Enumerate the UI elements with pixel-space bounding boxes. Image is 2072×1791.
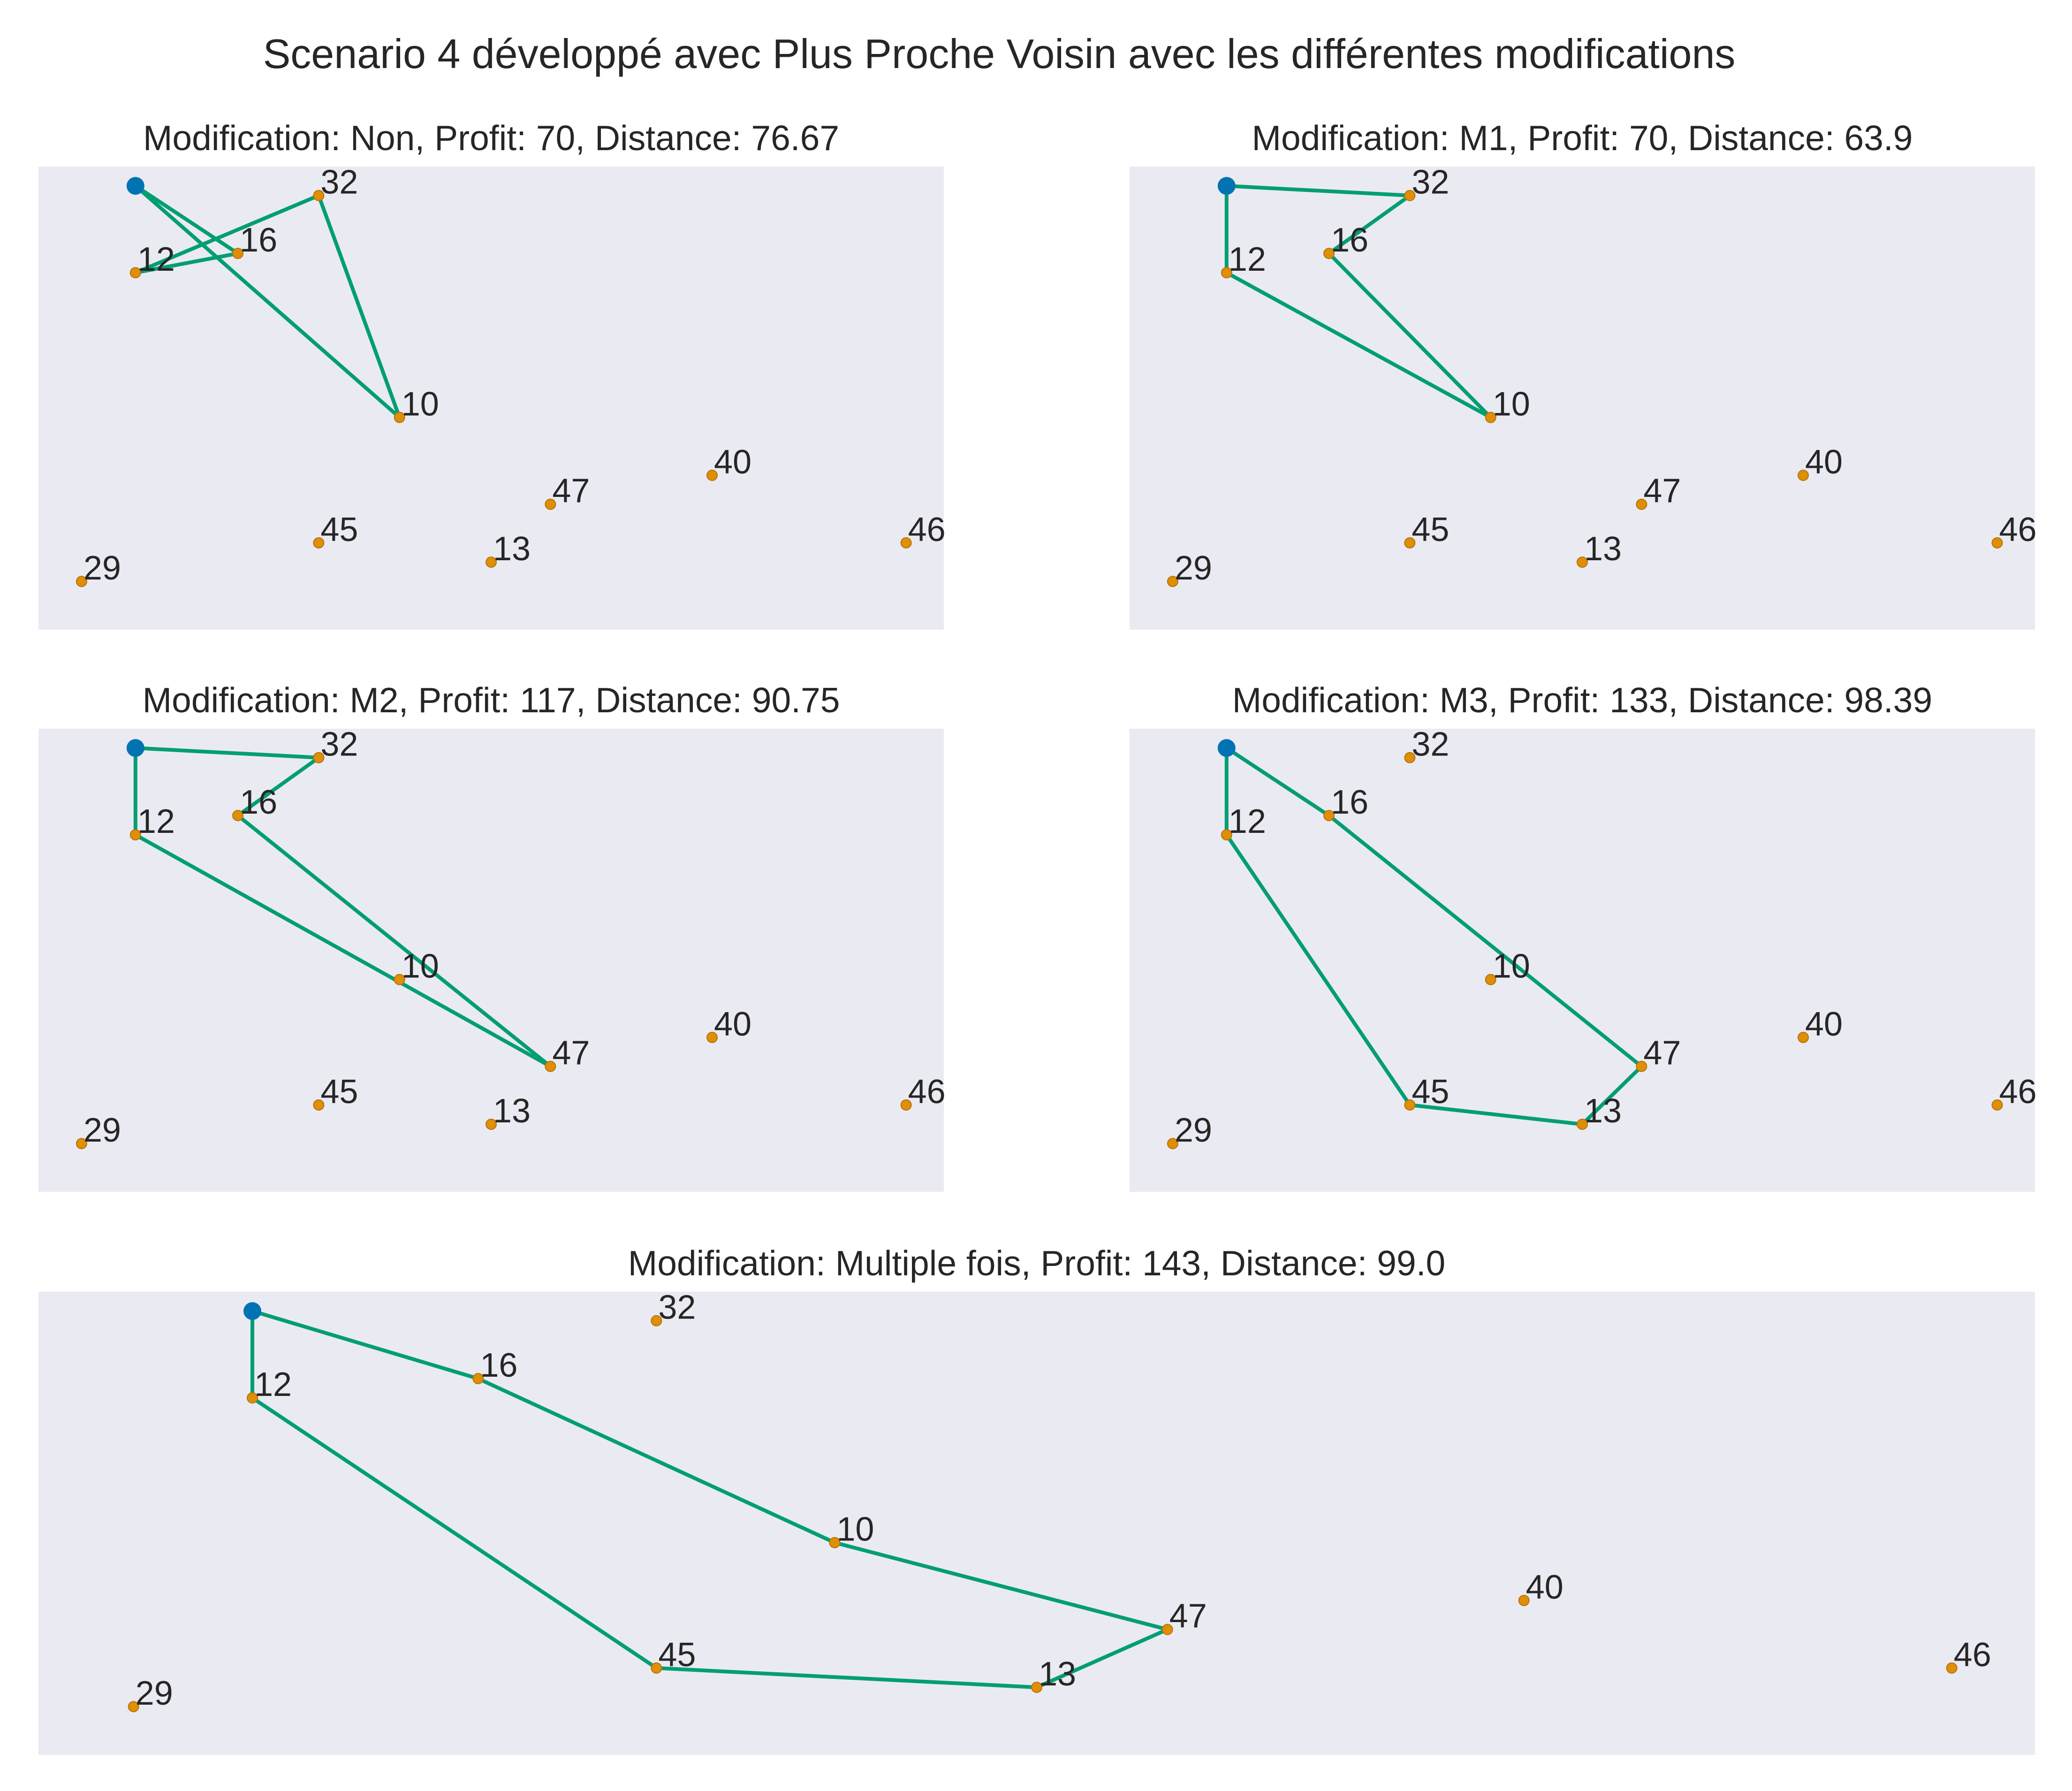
client-label-47: 47 (1643, 1035, 1681, 1072)
panel-title: Modification: Multiple fois, Profit: 143… (628, 1243, 1446, 1283)
client-label-29: 29 (1175, 1112, 1212, 1149)
client-label-10: 10 (836, 1511, 874, 1548)
client-label-13: 13 (493, 1092, 531, 1130)
depot-point (1218, 739, 1236, 757)
client-label-46: 46 (908, 1073, 946, 1111)
panel-3: Modification: M2, Profit: 117, Distance:… (38, 680, 946, 1192)
client-label-10: 10 (1493, 386, 1530, 423)
client-label-32: 32 (320, 726, 358, 763)
client-label-47: 47 (552, 1035, 590, 1072)
client-label-47: 47 (1169, 1598, 1207, 1635)
client-label-45: 45 (320, 1073, 358, 1111)
depot-point (243, 1302, 261, 1320)
client-label-46: 46 (1999, 1073, 2037, 1111)
client-label-13: 13 (1039, 1655, 1076, 1693)
client-label-12: 12 (1229, 803, 1266, 840)
client-label-47: 47 (1643, 473, 1681, 510)
depot-point (1218, 177, 1236, 195)
client-label-13: 13 (1584, 1092, 1622, 1130)
client-label-16: 16 (240, 221, 277, 259)
client-label-29: 29 (1175, 549, 1212, 587)
client-label-29: 29 (83, 1112, 121, 1149)
client-label-40: 40 (1805, 443, 1843, 481)
client-label-40: 40 (714, 443, 751, 481)
client-label-10: 10 (1493, 948, 1530, 985)
client-label-13: 13 (493, 530, 531, 568)
client-label-12: 12 (1229, 241, 1266, 278)
panel-2: Modification: M1, Profit: 70, Distance: … (1130, 118, 2037, 630)
client-label-45: 45 (1412, 511, 1449, 549)
client-label-32: 32 (320, 164, 358, 201)
client-label-46: 46 (1954, 1636, 1991, 1674)
panel-title: Modification: M1, Profit: 70, Distance: … (1252, 118, 1913, 158)
client-label-12: 12 (137, 803, 175, 840)
client-label-40: 40 (714, 1006, 751, 1043)
client-label-45: 45 (658, 1636, 696, 1674)
client-label-12: 12 (137, 241, 175, 278)
client-label-12: 12 (254, 1366, 292, 1403)
figure-title: Scenario 4 développé avec Plus Proche Vo… (263, 30, 1736, 77)
client-label-40: 40 (1805, 1006, 1843, 1043)
client-label-40: 40 (1526, 1569, 1563, 1606)
panel-title: Modification: Non, Profit: 70, Distance:… (143, 118, 839, 158)
client-label-16: 16 (1331, 784, 1368, 821)
client-label-45: 45 (320, 511, 358, 549)
client-label-16: 16 (240, 784, 277, 821)
client-label-32: 32 (1412, 164, 1449, 201)
depot-point (127, 177, 144, 195)
client-label-16: 16 (1331, 221, 1368, 259)
client-label-10: 10 (402, 948, 439, 985)
client-label-47: 47 (552, 473, 590, 510)
panel-title: Modification: M3, Profit: 133, Distance:… (1232, 680, 1932, 720)
client-label-32: 32 (1412, 726, 1449, 763)
client-label-16: 16 (480, 1347, 517, 1384)
panel-1: Modification: Non, Profit: 70, Distance:… (38, 118, 946, 630)
client-label-46: 46 (1999, 511, 2037, 549)
client-label-13: 13 (1584, 530, 1622, 568)
client-label-46: 46 (908, 511, 946, 549)
client-label-10: 10 (402, 386, 439, 423)
panel-4: Modification: M3, Profit: 133, Distance:… (1130, 680, 2037, 1192)
client-label-29: 29 (83, 549, 121, 587)
depot-point (127, 739, 144, 757)
panel-5: Modification: Multiple fois, Profit: 143… (38, 1243, 2035, 1755)
client-label-29: 29 (136, 1675, 173, 1712)
panel-title: Modification: M2, Profit: 117, Distance:… (143, 680, 840, 720)
client-label-45: 45 (1412, 1073, 1449, 1111)
client-label-32: 32 (658, 1289, 696, 1326)
